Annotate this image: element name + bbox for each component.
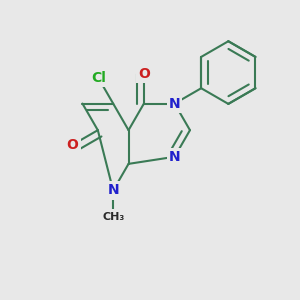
Text: N: N xyxy=(169,150,180,164)
Text: N: N xyxy=(169,97,180,111)
Text: Cl: Cl xyxy=(91,71,106,85)
Text: CH₃: CH₃ xyxy=(102,212,124,222)
Text: O: O xyxy=(138,68,150,81)
Text: O: O xyxy=(67,138,79,152)
Text: N: N xyxy=(107,184,119,197)
